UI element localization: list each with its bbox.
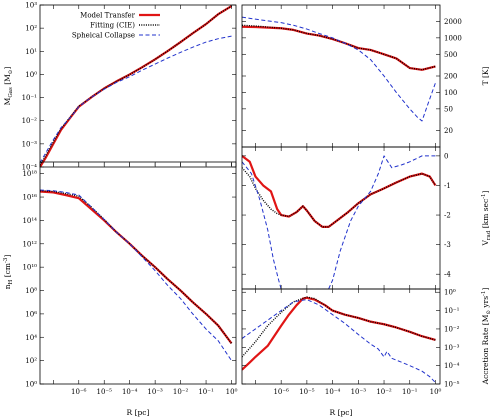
temp-ytick-label: 1000 <box>444 34 462 42</box>
accretion-xtick-label: 10⁻⁴ <box>325 388 341 396</box>
accretion-xtick-label: 10⁻¹ <box>402 388 418 396</box>
nh-ylabel: nH [cm-3] <box>3 255 14 290</box>
vrad-series-model-transfer <box>242 155 437 228</box>
accretion-ytick-label: 10⁻⁵ <box>444 381 460 389</box>
nh-xtick-label: 10⁻³ <box>147 388 163 396</box>
mgas-ytick-label: 10¹ <box>25 48 37 56</box>
temp-ylabel: T [K] <box>481 67 490 86</box>
legend-label-fitting-cie: Fitting (CIE) <box>90 22 135 30</box>
nh-ytick-label: 10⁰ <box>25 381 37 389</box>
vrad-ytick-label: -3 <box>444 241 451 249</box>
vrad-ytick-label: -2 <box>444 212 451 220</box>
mgas-ytick-label: 10⁻⁴ <box>22 164 38 172</box>
nh-ytick-label: 10⁸ <box>25 287 37 295</box>
mgas-ytick-label: 10⁻³ <box>22 140 38 148</box>
nh-frame <box>39 161 237 385</box>
nh-xtick-label: 10⁻⁶ <box>71 388 87 396</box>
accretion-ylabel: Accretion Rate [M⊙ yrs-1] <box>481 288 492 386</box>
accretion-xlabel: R [pc] <box>330 408 353 417</box>
temp-ytick-label: 50 <box>444 105 453 113</box>
nh-series-model-transfer <box>40 190 233 345</box>
accretion-xtick-label: 10⁻⁵ <box>299 388 315 396</box>
nh-ytick-label: 10¹⁸ <box>22 170 37 178</box>
nh-xtick-label: 10⁻⁵ <box>97 388 113 396</box>
mgas-ytick-label: 10² <box>25 25 37 33</box>
nh-xtick-label: 10⁻¹ <box>198 388 214 396</box>
accretion-ytick-label: 10⁻⁴ <box>444 362 460 370</box>
mgas-ytick-label: 10⁻¹ <box>22 94 38 102</box>
mgas-series-fitting-cie <box>40 5 232 166</box>
nh-xtick-label: 10⁻⁴ <box>122 388 138 396</box>
mgas-ytick-label: 10³ <box>25 2 37 10</box>
temp-ytick-label: 200 <box>444 73 457 81</box>
temp-ytick-label: 100 <box>444 89 457 97</box>
mgas-series-model-transfer <box>40 5 233 167</box>
accretion-xtick-label: 10⁻² <box>376 388 392 396</box>
panel-temp: 20 50 100 200 500 1000 2000 <box>241 4 462 148</box>
mgas-frame <box>39 4 237 168</box>
nh-ytick-label: 10¹⁴ <box>22 217 37 225</box>
temp-series-spheical-collapse <box>242 16 436 122</box>
mgas-ytick-label: 10⁻² <box>22 117 38 125</box>
accretion-xtick-label: 10⁻³ <box>351 388 367 396</box>
mgas-ylabel: MGas [M⊙] <box>3 67 14 106</box>
nh-series-fitting-cie <box>40 190 233 344</box>
accretion-frame <box>241 288 441 385</box>
legend: Model Transfer Fitting (CIE) Spheical Co… <box>72 12 160 40</box>
vrad-series-spheical-collapse <box>242 155 436 289</box>
nh-xlabel: R [pc] <box>127 408 150 417</box>
legend-label-spherical-collapse: Spheical Collapse <box>72 32 135 40</box>
panel-nh: 10⁻⁶ 10⁻⁵ 10⁻⁴ 10⁻³ 10⁻² 10⁻¹ 10⁰ 10⁰ 10² 10⁴ 10⁶ 1… <box>22 161 238 396</box>
accretion-ytick-label: 10⁻³ <box>444 344 460 352</box>
temp-ytick-label: 2000 <box>444 18 462 26</box>
mgas-ytick-label: 10⁰ <box>25 71 37 79</box>
nh-ytick-label: 10¹⁶ <box>22 194 37 202</box>
nh-ytick-label: 10¹² <box>22 240 37 248</box>
vrad-ytick-label: -4 <box>444 271 451 279</box>
nh-series-spheical-collapse <box>40 189 232 361</box>
nh-xtick-label: 10⁻² <box>173 388 189 396</box>
accretion-xtick-label: 10⁰ <box>430 388 442 396</box>
temp-series-fitting-cie <box>242 24 436 71</box>
vrad-series-fitting-cie <box>242 167 437 228</box>
accretion-series-model-transfer <box>242 296 436 371</box>
accretion-ytick-label: 10⁰ <box>444 289 456 297</box>
vrad-ytick-label: -1 <box>444 182 451 190</box>
legend-label-model-transfer: Model Transfer <box>80 12 135 20</box>
vrad-ylabel: Vrad [km sec-1] <box>481 190 492 246</box>
accretion-ytick-label: 10⁻¹ <box>444 307 460 315</box>
vrad-ytick-label: 0 <box>444 152 448 160</box>
panel-vrad: 0 -1 -2 -3 -4 <box>241 146 451 290</box>
nh-ytick-label: 10⁶ <box>25 310 37 318</box>
accretion-ytick-label: 10⁻² <box>444 325 460 333</box>
accretion-series-fitting-cie <box>242 296 436 358</box>
nh-ytick-label: 10⁴ <box>25 334 37 342</box>
temp-frame <box>241 4 441 148</box>
temp-ytick-label: 20 <box>444 127 453 135</box>
panel-accretion: 10⁻⁶ 10⁻⁵ 10⁻⁴ 10⁻³ 10⁻² 10⁻¹ 10⁰10⁻⁵10⁻⁴10⁻³1… <box>241 288 460 396</box>
temp-ytick-label: 500 <box>444 51 457 59</box>
nh-ytick-label: 10² <box>25 357 37 365</box>
nh-ytick-label: 10¹⁰ <box>22 264 37 272</box>
nh-xtick-label: 10⁰ <box>226 388 238 396</box>
temp-series-model-transfer <box>242 25 436 71</box>
accretion-xtick-label: 10⁻⁶ <box>273 388 289 396</box>
panel-mgas: 10⁻⁴ 10⁻³ 10⁻² 10⁻¹ 10⁰ 10¹ 10² 10³ <box>22 2 237 172</box>
mgas-series-spheical-collapse <box>40 35 232 164</box>
